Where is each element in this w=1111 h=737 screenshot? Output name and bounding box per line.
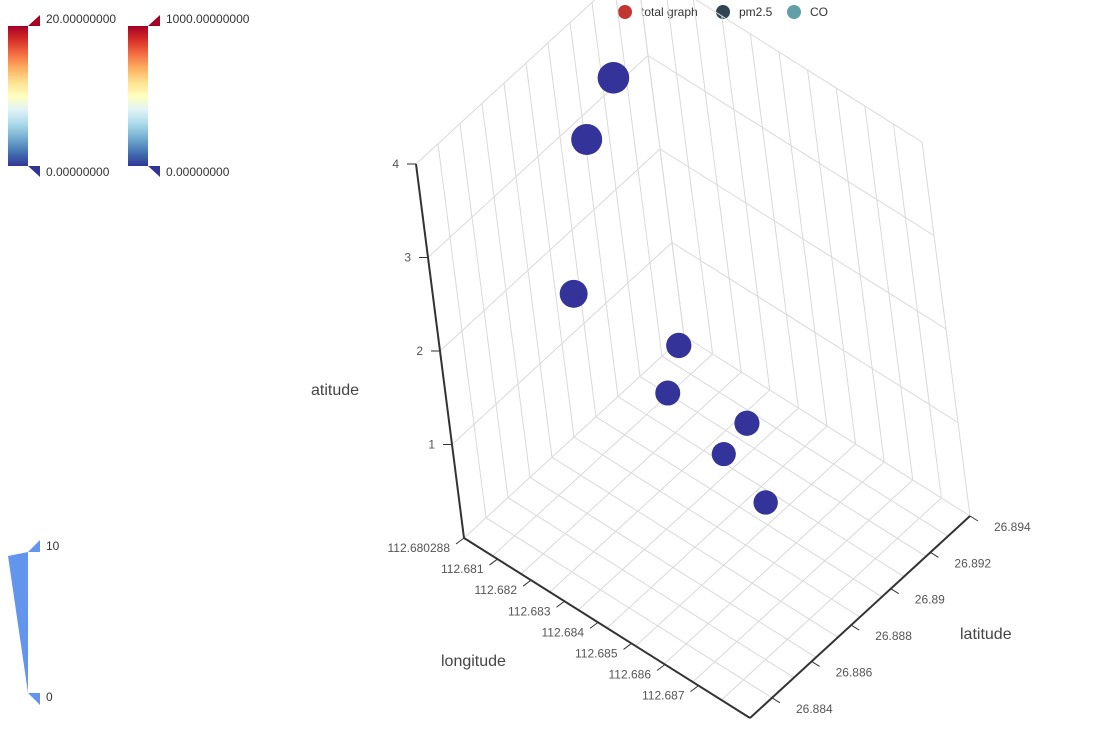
grid-line-floor	[595, 416, 883, 598]
data-point[interactable]	[559, 279, 588, 308]
tick-mark	[969, 515, 979, 522]
tick-mark	[890, 588, 900, 595]
legend-label: CO	[810, 5, 828, 19]
y-tick-label: 26.884	[796, 702, 833, 716]
tick-mark	[771, 697, 781, 704]
grid-line-floor	[692, 479, 914, 683]
y-axis-line	[749, 515, 971, 719]
axis-ticks: 1 2 3 4 112.680288 112.681 112.682 112.683 112.6…	[387, 157, 1031, 716]
z-tick-label: 4	[392, 157, 399, 171]
tick-mark	[850, 624, 860, 631]
visual-map-size-bar[interactable]	[8, 552, 28, 693]
data-point[interactable]	[734, 410, 760, 436]
visual-map-1: 20.00000000 0.00000000	[8, 12, 116, 179]
grid-line-back-wall	[692, 0, 742, 373]
x-tick-label: 112.685	[575, 646, 618, 660]
visual-map-2-max-label: 1000.00000000	[166, 12, 250, 26]
grid-line-floor	[639, 375, 927, 557]
data-point[interactable]	[597, 62, 630, 94]
visual-map-size: 10 0	[8, 539, 60, 705]
visual-map-2-min-label: 0.00000000	[166, 165, 230, 179]
grid-line-back-wall	[640, 0, 685, 337]
grid-line-side-wall	[451, 242, 673, 445]
tick-mark	[489, 558, 498, 566]
tick-mark	[623, 643, 632, 650]
visual-map-1-bar[interactable]	[8, 26, 28, 166]
y-axis-name: latitude	[960, 626, 1012, 643]
grid-line-side-wall	[415, 0, 596, 165]
grid-line-back-wall	[671, 242, 959, 423]
visual-map-1-max-label: 20.00000000	[46, 12, 116, 26]
visual-map-size-max-handle[interactable]	[28, 540, 40, 552]
x-tick-label: 112.683	[508, 604, 551, 618]
legend-item-total-graph[interactable]: total graph	[618, 5, 698, 19]
legend-marker	[618, 5, 632, 19]
z-axis-name: atitude	[311, 382, 359, 399]
grid-line-floor	[661, 355, 949, 537]
legend-label: pm2.5	[739, 5, 773, 19]
visual-map-2-bar[interactable]	[128, 26, 148, 166]
legend: total graph pm2.5 CO	[618, 5, 828, 19]
tick-mark	[556, 600, 565, 608]
x-axis-name: longitude	[441, 653, 506, 670]
y-tick-label: 26.89	[915, 593, 945, 607]
visual-map-2-min-handle[interactable]	[148, 166, 160, 177]
grid-line-floor	[617, 396, 905, 578]
legend-label: total graph	[641, 5, 698, 19]
y-tick-label: 26.894	[994, 520, 1031, 534]
grid-line-side-wall	[640, 0, 685, 337]
y-tick-label: 26.888	[875, 629, 912, 643]
grid-line-side-wall	[439, 148, 661, 352]
x-tick-label: 112.681	[441, 562, 484, 576]
z-tick-label: 1	[428, 438, 435, 452]
y-tick-label: 26.886	[836, 665, 873, 679]
data-point[interactable]	[571, 123, 603, 155]
legend-item-co[interactable]: CO	[787, 5, 828, 19]
x-tick-label: 112.687	[642, 689, 685, 703]
x-tick-label: 112.680288	[387, 541, 450, 555]
grid-line-side-wall	[615, 0, 663, 357]
x-axis-line	[463, 537, 751, 719]
tick-mark	[589, 621, 599, 629]
legend-marker	[716, 5, 730, 19]
y-tick-label: 26.892	[954, 556, 991, 570]
x-tick-label: 112.686	[609, 668, 652, 682]
grid-line-floor	[683, 335, 971, 517]
x-tick-label: 112.684	[542, 625, 585, 639]
visual-map-1-min-handle[interactable]	[28, 166, 40, 177]
legend-item-pm25[interactable]: pm2.5	[716, 5, 773, 19]
visual-map-1-min-label: 0.00000000	[46, 165, 110, 179]
grid-line-floor	[573, 436, 861, 618]
grid-3d	[415, 0, 971, 719]
tick-mark	[455, 537, 465, 545]
grid-line-floor	[635, 443, 856, 647]
tick-mark	[522, 579, 532, 587]
tick-mark	[690, 685, 699, 692]
legend-marker	[787, 5, 801, 19]
visual-map-size-min-handle[interactable]	[28, 693, 40, 705]
grid-line-back-wall	[695, 0, 923, 143]
grid-line-back-wall	[647, 55, 935, 236]
tick-mark	[656, 664, 666, 671]
z-tick-label: 2	[416, 344, 423, 358]
visual-map-size-min-label: 0	[46, 690, 53, 704]
grid-line-floor	[721, 497, 942, 701]
tick-mark	[811, 661, 820, 667]
x-tick-label: 112.682	[475, 583, 518, 597]
visual-map-1-max-handle[interactable]	[28, 15, 40, 26]
data-point[interactable]	[753, 490, 778, 515]
data-points	[559, 62, 778, 515]
data-point[interactable]	[666, 332, 692, 359]
visual-map-size-max-label: 10	[46, 539, 60, 553]
grid-line-back-wall	[659, 148, 947, 330]
visual-map-2: 1000.00000000 0.00000000	[128, 12, 250, 179]
data-point[interactable]	[711, 442, 736, 467]
data-point[interactable]	[655, 380, 681, 406]
tick-mark	[930, 551, 939, 558]
z-tick-label: 3	[404, 251, 411, 265]
grid-line-floor	[663, 461, 885, 665]
visual-map-2-max-handle[interactable]	[148, 15, 160, 26]
